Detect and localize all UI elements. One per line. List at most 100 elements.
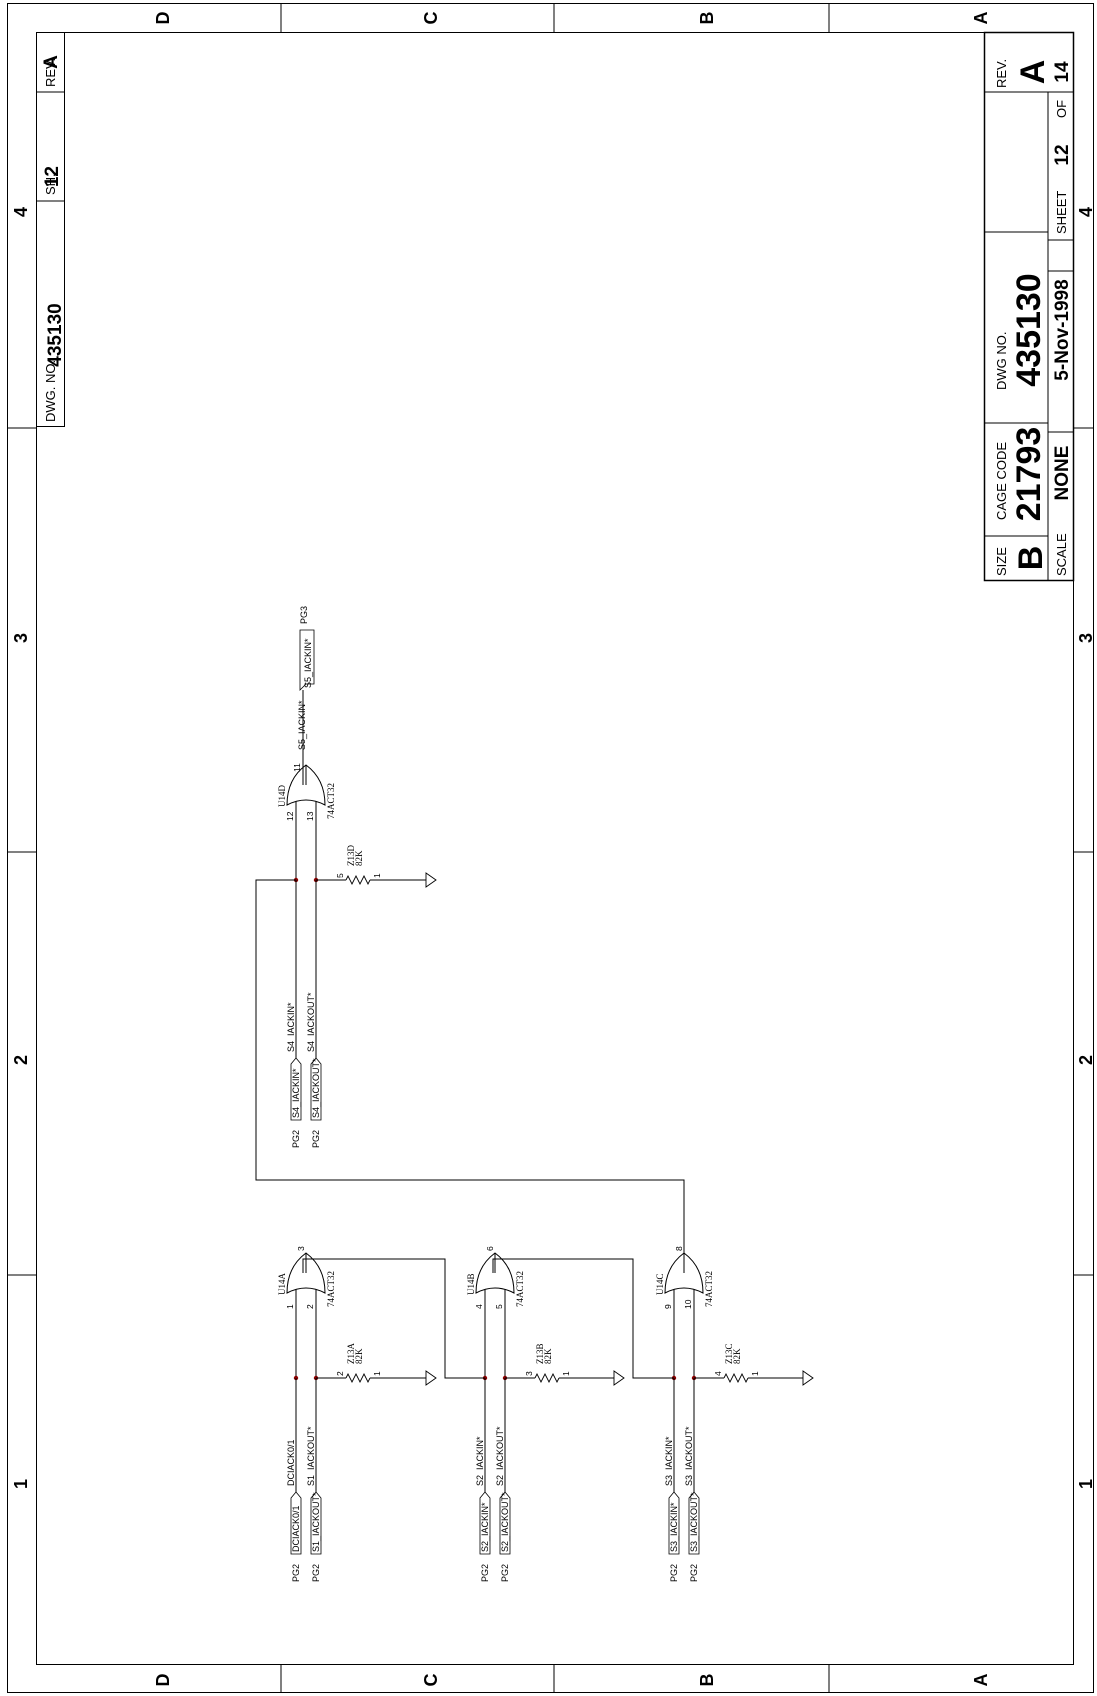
header-dwg-label: DWG. NO.: [43, 360, 58, 422]
pin-number: 6: [485, 1246, 495, 1251]
zone-letter: A: [971, 12, 991, 25]
resistor-ref: Z13C: [724, 1343, 734, 1364]
pin-number: 8: [674, 1246, 684, 1251]
tb-size-label: SIZE: [994, 547, 1009, 576]
resistor-pin: 1: [372, 1371, 382, 1376]
resistor-value: 82K: [354, 1348, 364, 1364]
title-block: REV. A DWG NO. 435130 CAGE CODE 21793 SI…: [983, 31, 1075, 582]
pin-number: 2: [305, 1304, 315, 1309]
tb-dwg-no: 435130: [1010, 273, 1048, 386]
zone-number: 3: [1076, 633, 1096, 643]
resistor-pin: 1: [561, 1371, 571, 1376]
zone-number: 4: [1076, 207, 1096, 217]
port-connector: [290, 1057, 302, 1121]
net-label: S3_IACKIN*: [664, 1436, 674, 1486]
zone-numbers-left: 1 2 3 4: [11, 207, 31, 1489]
port-text: S2_IACKOUT*: [500, 1492, 510, 1552]
resistor: [345, 874, 371, 886]
resistor-pin: 3: [524, 1371, 534, 1376]
resistor-pin: 5: [335, 873, 345, 878]
drawing-frame: [7, 3, 1094, 1693]
ground-icon: [425, 1370, 437, 1386]
pin-number: 3: [296, 1246, 306, 1251]
tb-rev: A: [1014, 60, 1052, 85]
port-connector: [499, 1491, 511, 1555]
gate-ref: U14D: [277, 785, 287, 807]
net-label: S4_IACKOUT*: [306, 992, 316, 1052]
tb-scale: NONE: [1052, 446, 1073, 501]
resistor: [723, 1372, 749, 1384]
port-s5-iackin: [299, 629, 315, 691]
zone-letter: D: [153, 12, 173, 25]
port-sheet: PG2: [500, 1564, 510, 1582]
header-dwg-no: 435130: [45, 303, 66, 366]
port-s5-text: S5_IACKIN*: [303, 638, 313, 688]
resistor-pin: 1: [372, 873, 382, 878]
net-label: DCIACK0/1: [286, 1439, 296, 1486]
port-text: S2_IACKIN*: [480, 1502, 490, 1552]
port-s5-sheet: PG3: [299, 606, 309, 624]
gate-ref: U14C: [655, 1273, 665, 1295]
port-connector: [479, 1491, 491, 1555]
zone-number: 1: [1076, 1479, 1096, 1489]
tb-sheet: 12: [1052, 144, 1073, 165]
net-label: S3_IACKOUT*: [684, 1426, 694, 1486]
resistor: [345, 1372, 371, 1384]
gate-part: 74ACT32: [326, 1271, 336, 1307]
header-rev-label: REV.: [43, 58, 58, 87]
zone-letters-top: D C B A: [153, 12, 991, 25]
zone-letter: B: [697, 12, 717, 25]
zone-letter: C: [421, 1674, 441, 1687]
zone-numbers-right: 1 2 3 4: [1076, 207, 1096, 1489]
port-sheet: PG2: [291, 1564, 301, 1582]
zone-letters-bottom: D C B A: [153, 1674, 991, 1687]
resistor-ref: Z13D: [346, 845, 356, 866]
port-connector: [668, 1491, 680, 1555]
resistor-pin: 1: [750, 1371, 760, 1376]
port-sheet: PG2: [291, 1130, 301, 1148]
port-text: S3_IACKIN*: [669, 1502, 679, 1552]
wire-u14a-to-u14b: [302, 1258, 485, 1379]
zone-number: 2: [1076, 1055, 1096, 1065]
tb-date: 5-Nov-1998: [1052, 279, 1073, 380]
net-label: S2_IACKIN*: [475, 1436, 485, 1486]
port-sheet: PG2: [311, 1130, 321, 1148]
header-rev: A: [41, 55, 62, 69]
net-label-s5: S5_IACKIN*: [297, 700, 307, 750]
interconnect-wires: [255, 879, 685, 1379]
zone-number: 4: [11, 207, 31, 217]
port-text: DCIACK0/1: [291, 1505, 301, 1552]
resistor-value: 82K: [543, 1348, 553, 1364]
gate-ref: U14B: [466, 1273, 476, 1295]
tb-rev-label: REV.: [994, 59, 1009, 88]
or-gate-u14c: 9 10 8 U14C 74ACT32 S3_IACKIN* S3_IACKOUT* S3_I…: [655, 1246, 814, 1582]
ground-icon: [425, 872, 437, 888]
port-connector: [290, 1491, 302, 1555]
port-text: S4_IACKOUT*: [311, 1058, 321, 1118]
resistor-pin: 2: [335, 1371, 345, 1376]
port-text: S3_IACKOUT*: [689, 1492, 699, 1552]
tb-of-label: OF: [1054, 100, 1069, 118]
pin-number: 13: [305, 811, 315, 821]
net-label: S4_IACKIN*: [286, 1002, 296, 1052]
tb-dwg-label: DWG NO.: [994, 332, 1009, 391]
pin-number: 5: [494, 1304, 504, 1309]
gate-part: 74ACT32: [515, 1271, 525, 1307]
or-gate-u14a: 1 2 3 U14A 74ACT32 DCIACK0/1 S1_IACKOUT* DCIACK…: [277, 1246, 437, 1582]
u14d-out-pin: 11: [292, 763, 302, 772]
resistor-ref: Z13A: [346, 1343, 356, 1364]
pin-number: 12: [285, 811, 295, 821]
pin-number: 1: [285, 1304, 295, 1309]
zone-number: 3: [11, 633, 31, 643]
u14d-output: 11 S5_IACKIN* S5_IACKIN* PG3: [292, 606, 315, 785]
port-connector: [310, 1057, 322, 1121]
gate-part: 74ACT32: [704, 1271, 714, 1307]
header-sh-label: SH.: [43, 173, 58, 195]
resistor-value: 82K: [732, 1348, 742, 1364]
pin-number: 9: [663, 1304, 673, 1309]
or-gate-u14b: 4 5 6 U14B 74ACT32 S2_IACKIN* S2_IACKOUT* S2_IA…: [466, 1246, 625, 1582]
zone-letter: C: [421, 12, 441, 25]
resistor-ref: Z13B: [535, 1343, 545, 1364]
port-connector: [310, 1491, 322, 1555]
